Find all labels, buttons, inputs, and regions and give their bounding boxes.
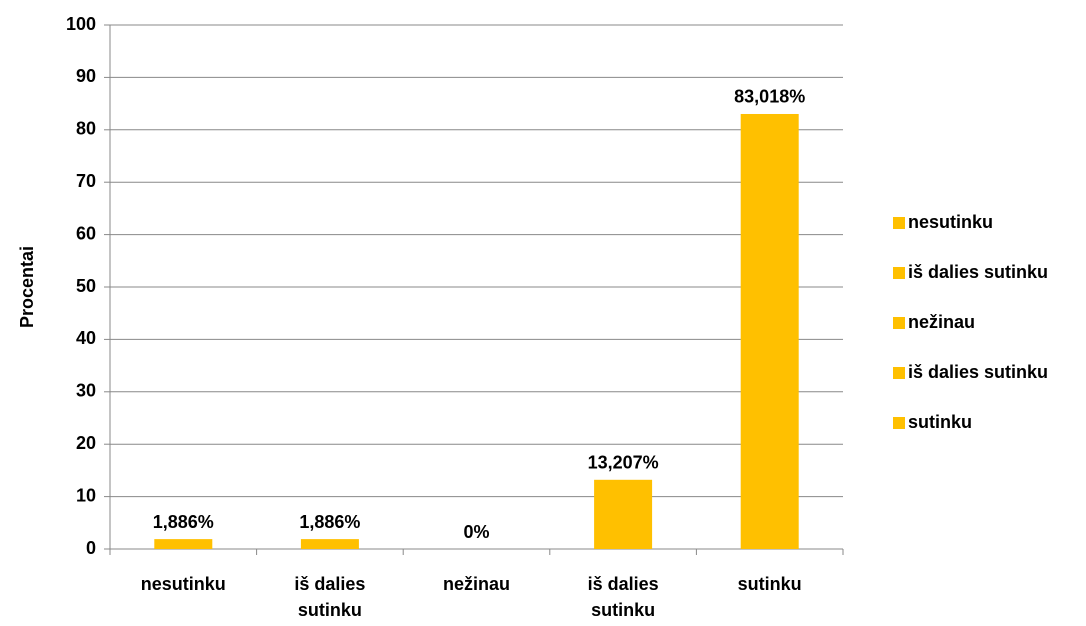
x-tick-label: iš dalies sutinku	[587, 574, 659, 620]
y-tick-label: 0	[86, 538, 96, 558]
x-tick-label: iš dalies sutinku	[294, 574, 366, 620]
y-tick-label: 80	[76, 119, 96, 139]
y-tick-label: 100	[66, 14, 96, 34]
bar	[740, 113, 799, 549]
data-label: 83,018%	[734, 87, 805, 107]
bar	[300, 539, 359, 549]
bar	[594, 479, 653, 549]
legend-label: nežinau	[908, 312, 975, 332]
x-tick-label: nežinau	[442, 574, 510, 594]
legend-label: sutinku	[908, 412, 972, 432]
x-tick-label: sutinku	[737, 574, 802, 594]
bar	[154, 539, 213, 549]
data-label: 1,886%	[299, 512, 360, 532]
legend-label: nesutinku	[908, 212, 993, 232]
legend-swatch	[893, 267, 905, 279]
y-axis-label: Procentai	[17, 246, 37, 328]
legend-label: iš dalies sutinku	[908, 262, 1048, 282]
data-label: 13,207%	[588, 453, 659, 473]
y-tick-label: 50	[76, 276, 96, 296]
data-label: 1,886%	[153, 512, 214, 532]
y-tick-label: 60	[76, 223, 96, 243]
legend-swatch	[893, 367, 905, 379]
legend-swatch	[893, 317, 905, 329]
legend-label: iš dalies sutinku	[908, 362, 1048, 382]
y-tick-label: 20	[76, 433, 96, 453]
y-tick-label: 90	[76, 66, 96, 86]
data-label: 0%	[463, 522, 489, 542]
y-tick-label: 10	[76, 485, 96, 505]
y-tick-label: 30	[76, 381, 96, 401]
legend-swatch	[893, 217, 905, 229]
x-tick-label: nesutinku	[140, 574, 226, 594]
y-tick-label: 70	[76, 171, 96, 191]
legend-swatch	[893, 417, 905, 429]
y-tick-label: 40	[76, 328, 96, 348]
